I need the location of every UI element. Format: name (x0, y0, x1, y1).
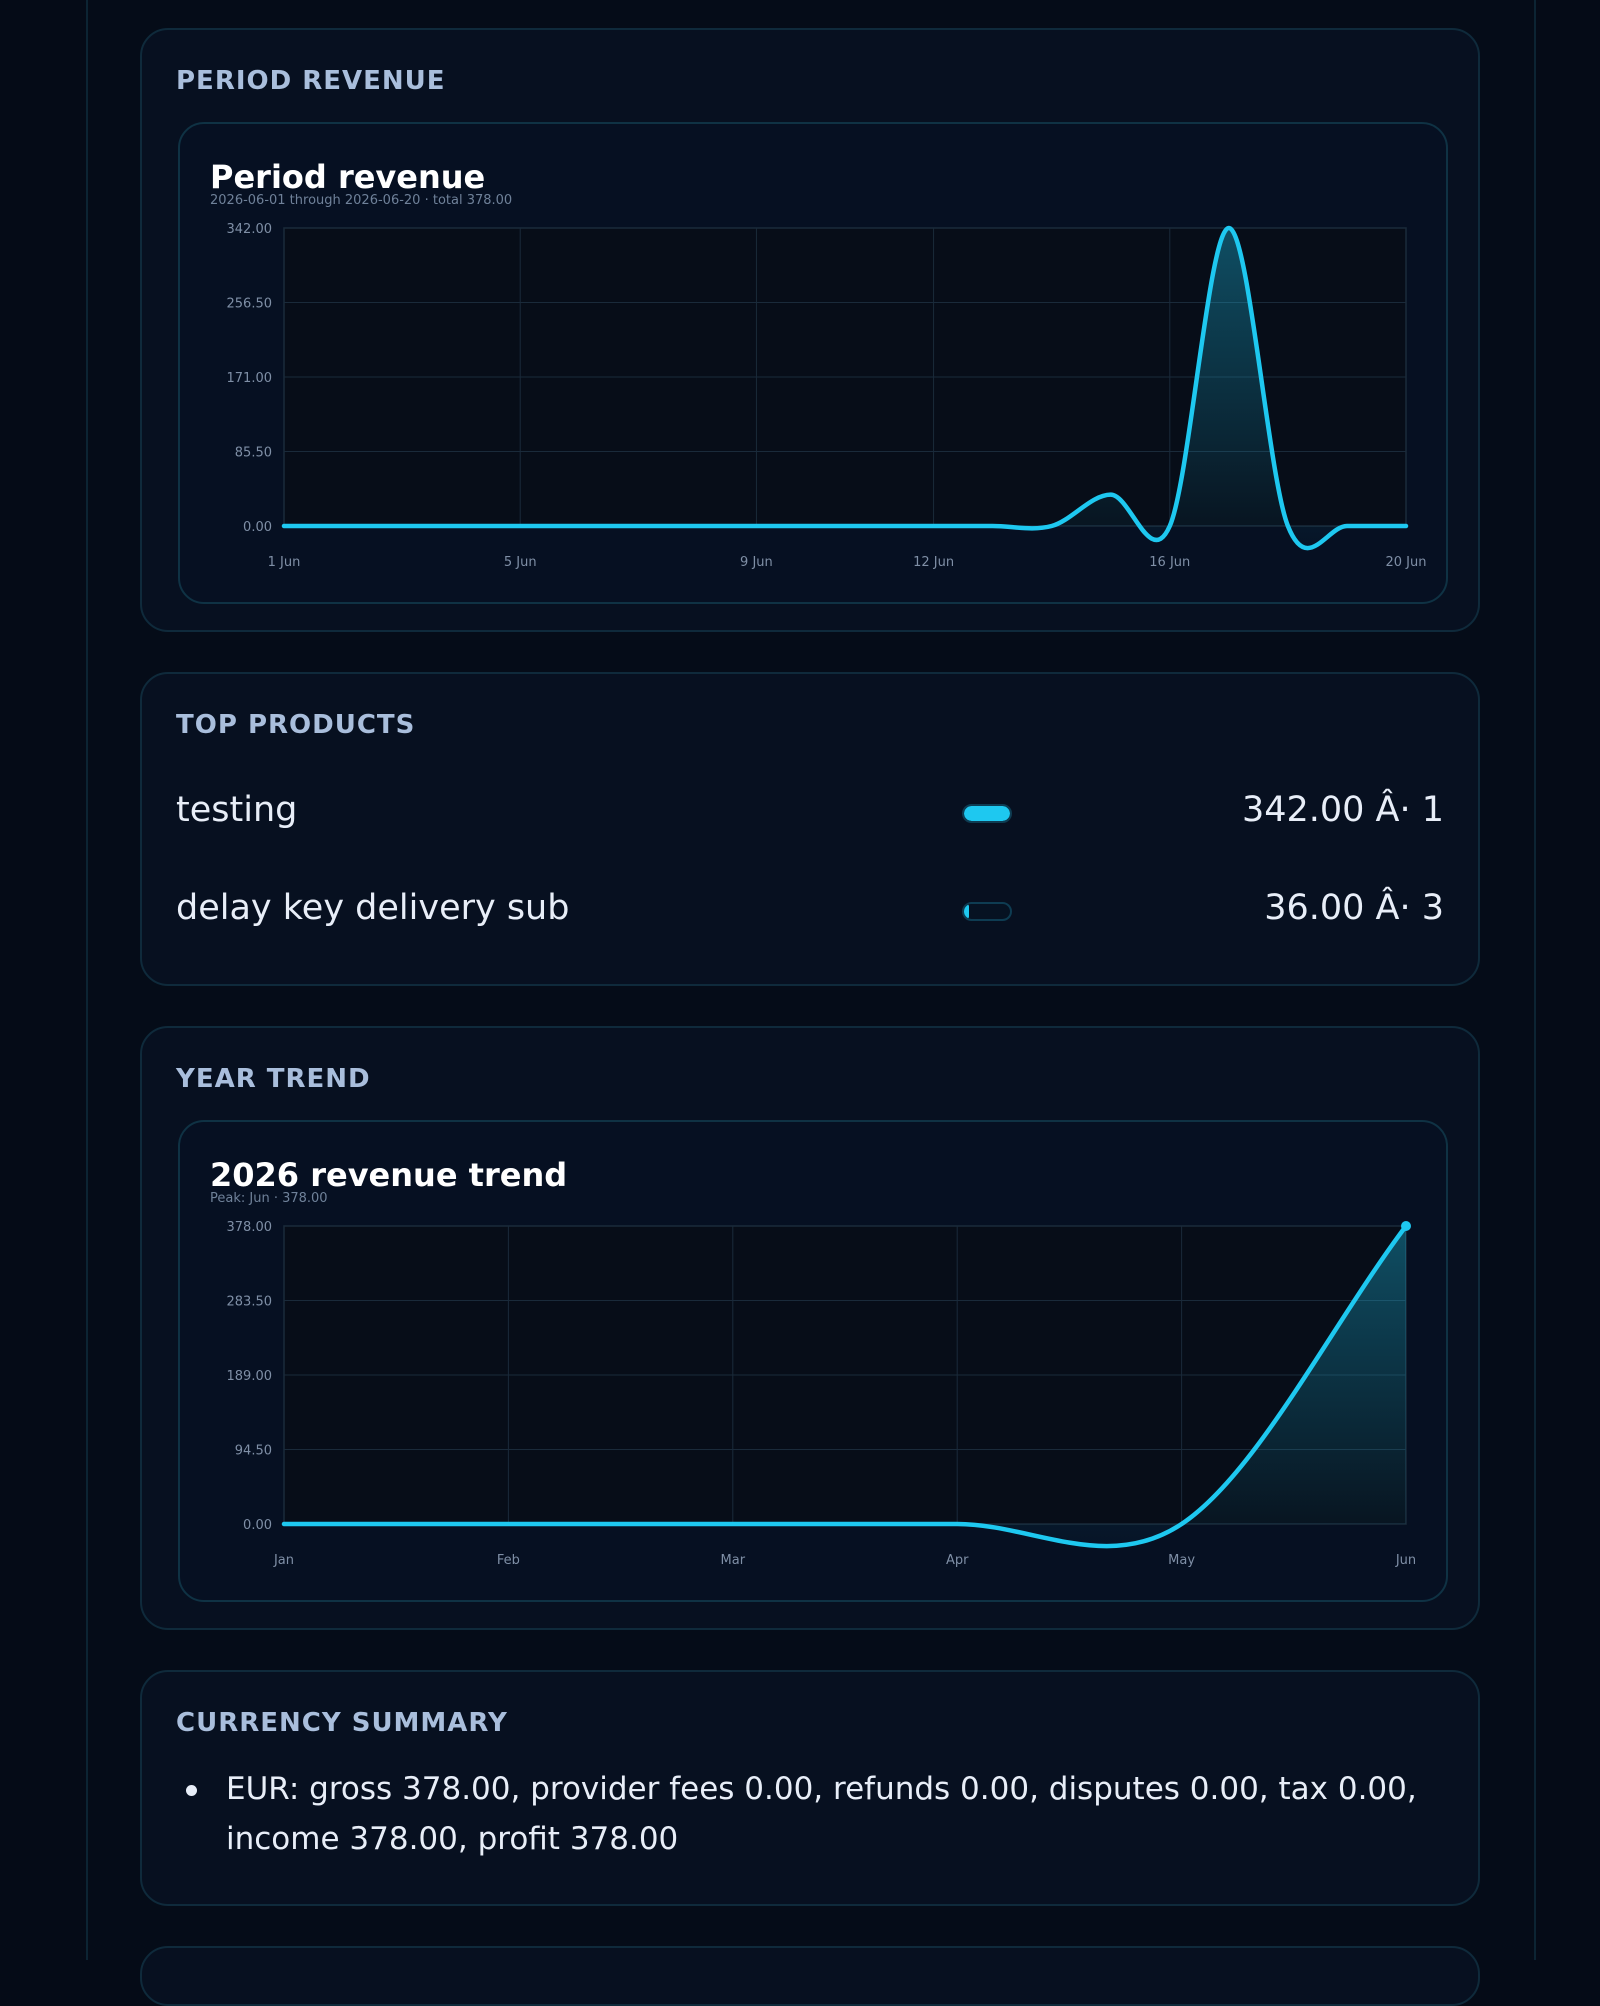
right-gutter-line (1534, 0, 1536, 1960)
product-value: 342.00 Â· 1 (1241, 790, 1444, 830)
y-tick-label: 342.00 (227, 222, 273, 237)
period-revenue-heading: PERIOD REVENUE (176, 66, 446, 96)
chart-title: Period revenue (210, 158, 485, 196)
x-tick-label: Feb (497, 1553, 520, 1568)
series-area (284, 1226, 1406, 1547)
top-products-card: TOP PRODUCTS testing 342.00 Â· 1 delay k… (140, 672, 1480, 986)
y-tick-label: 0.00 (243, 1518, 272, 1533)
year-trend-chart-panel: 2026 revenue trend Peak: Jun · 378.00 378.… (178, 1120, 1448, 1602)
x-tick-label: May (1168, 1553, 1195, 1568)
product-name: delay key delivery sub (176, 888, 570, 928)
y-tick-label: 94.50 (235, 1444, 272, 1459)
product-share-fill (964, 806, 1010, 821)
currency-summary-heading: CURRENCY SUMMARY (176, 1708, 508, 1738)
next-card (140, 1946, 1480, 2006)
currency-summary-item: EUR: gross 378.00, provider fees 0.00, r… (176, 1764, 1444, 1864)
bullet-icon (186, 1785, 197, 1796)
x-tick-label: Apr (946, 1553, 969, 1568)
y-tick-label: 283.50 (227, 1295, 273, 1310)
x-tick-label: 12 Jun (913, 555, 954, 570)
y-tick-label: 378.00 (227, 1220, 273, 1235)
currency-summary-list: EUR: gross 378.00, provider fees 0.00, r… (176, 1764, 1444, 1864)
product-share-bar (962, 902, 1012, 921)
currency-summary-text: EUR: gross 378.00, provider fees 0.00, r… (226, 1771, 1417, 1857)
product-row: testing 342.00 Â· 1 (176, 786, 1444, 836)
period-revenue-chart-panel: Period revenue 2026-06-01 through 2026-06… (178, 122, 1448, 604)
product-share-bar (962, 804, 1012, 823)
x-tick-label: Mar (721, 1553, 746, 1568)
product-row: delay key delivery sub 36.00 Â· 3 (176, 884, 1444, 934)
x-tick-label: 20 Jun (1386, 555, 1427, 570)
y-tick-label: 85.50 (235, 446, 272, 461)
currency-summary-card: CURRENCY SUMMARY EUR: gross 378.00, prov… (140, 1670, 1480, 1906)
x-tick-label: Jun (1395, 1553, 1416, 1568)
y-tick-label: 256.50 (227, 297, 273, 312)
product-name: testing (176, 790, 298, 830)
y-tick-label: 0.00 (243, 520, 272, 535)
year-trend-heading: YEAR TREND (176, 1064, 371, 1094)
period-revenue-card: PERIOD REVENUE Period revenue 2026-06-01 … (140, 28, 1480, 632)
product-share-fill (964, 904, 969, 919)
x-tick-label: 16 Jun (1149, 555, 1190, 570)
x-tick-label: Jan (273, 1553, 294, 1568)
series-line (281, 225, 1409, 551)
x-tick-label: 5 Jun (504, 555, 537, 570)
x-tick-label: 1 Jun (268, 555, 301, 570)
top-products-heading: TOP PRODUCTS (176, 710, 416, 740)
chart-subtitle: Peak: Jun · 378.00 (210, 1191, 328, 1206)
series-line (281, 1223, 1409, 1549)
x-tick-label: 9 Jun (740, 555, 773, 570)
chart-title: 2026 revenue trend (210, 1156, 567, 1194)
product-value: 36.00 Â· 3 (1264, 888, 1444, 928)
chart-subtitle: 2026-06-01 through 2026-06-20 · total 37… (210, 193, 512, 208)
y-tick-label: 189.00 (227, 1369, 273, 1384)
data-point (1401, 1221, 1411, 1231)
left-gutter-line (86, 0, 88, 1960)
year-trend-card: YEAR TREND 2026 revenue trend Peak: Jun ·… (140, 1026, 1480, 1630)
y-tick-label: 171.00 (227, 371, 273, 386)
